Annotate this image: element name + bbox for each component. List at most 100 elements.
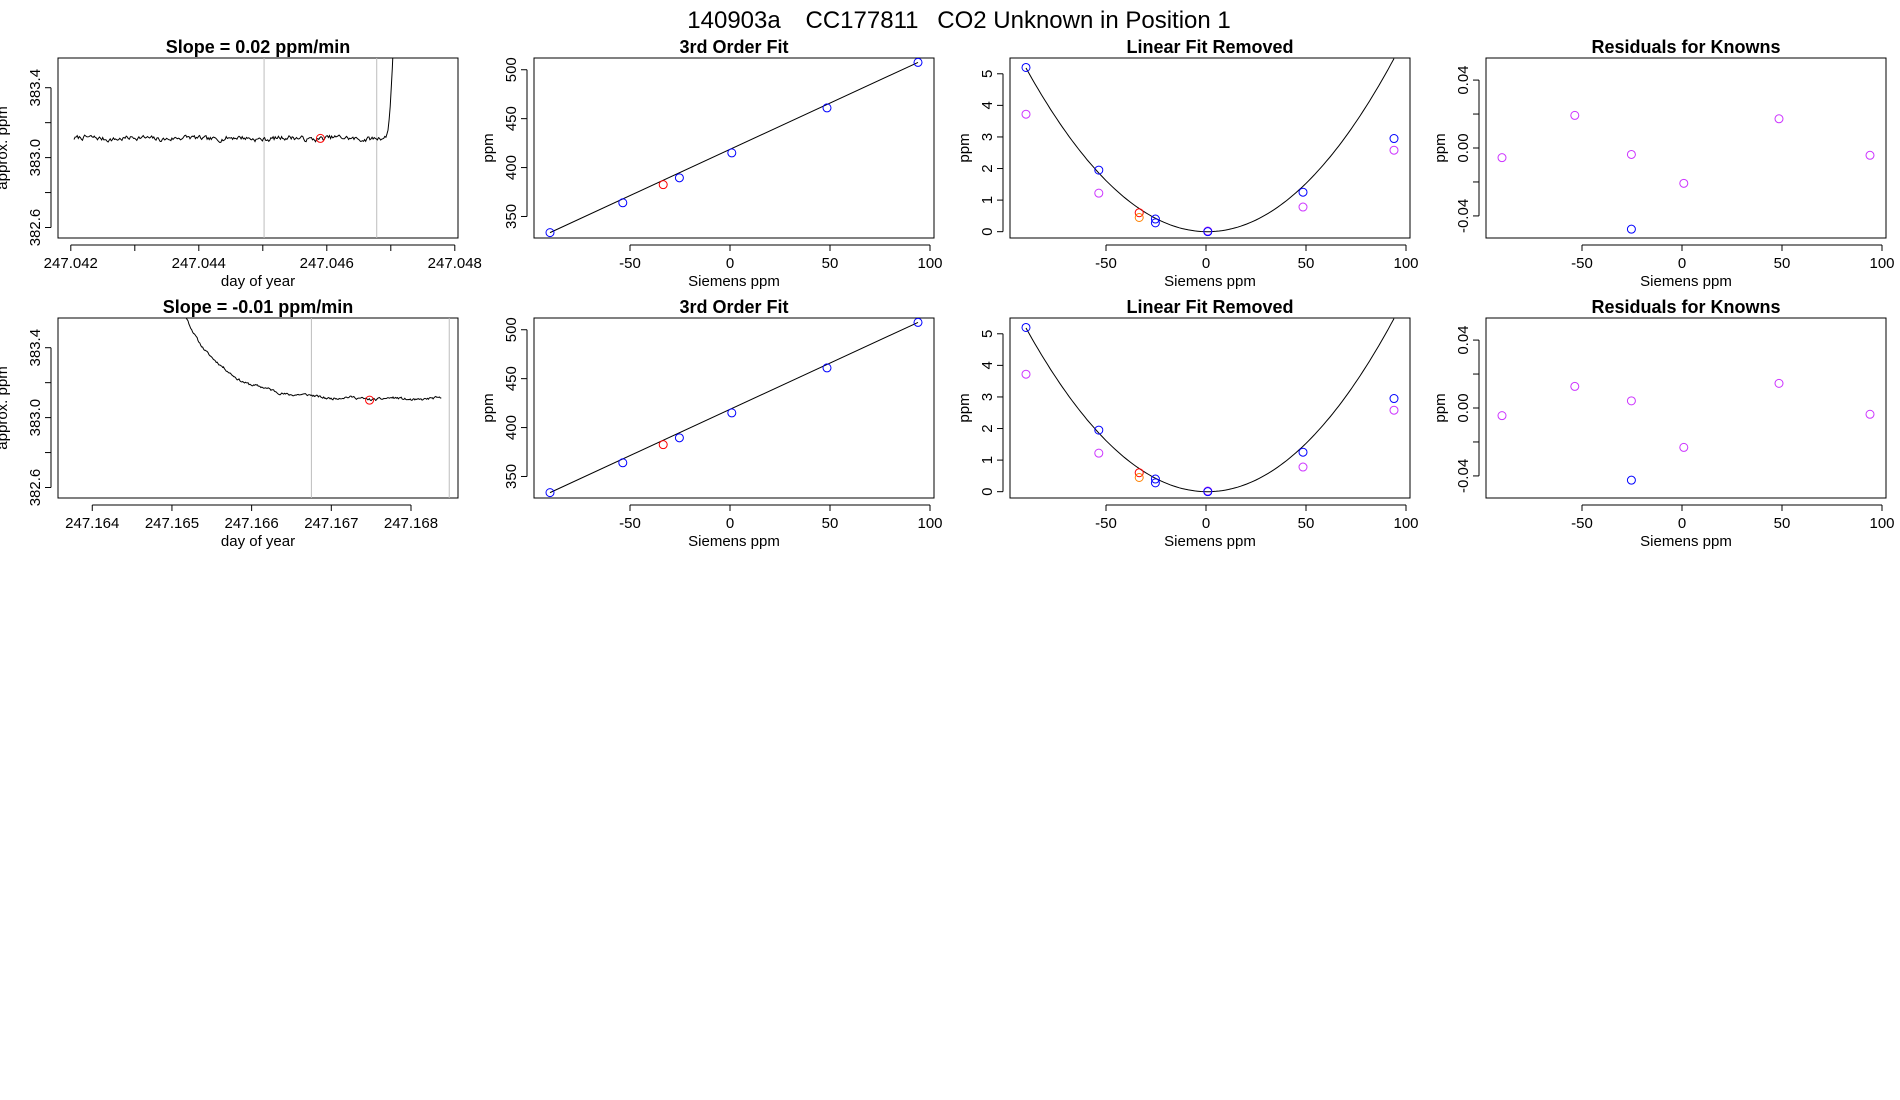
y-tick-label: 350 — [503, 204, 520, 229]
chart-title: Residuals for Knowns — [1591, 297, 1780, 317]
x-axis-label: Siemens ppm — [1164, 273, 1256, 290]
known-standard-point — [913, 318, 923, 327]
x-tick-label: -50 — [1571, 515, 1593, 532]
y-tick-label: 400 — [503, 415, 520, 440]
chart-title: 3rd Order Fit — [679, 297, 788, 317]
residual-point — [1497, 153, 1507, 163]
x-tick-label: 247.168 — [384, 515, 438, 532]
residual-point — [1679, 442, 1689, 452]
y-tick-label: 3 — [979, 393, 996, 401]
plot-frame — [1009, 57, 1411, 239]
known-standard-point — [727, 408, 737, 418]
chart-svg: Slope = 0.02 ppm/min 247.042 247.044 247.04… — [0, 37, 482, 290]
y-tick-label: 5 — [979, 70, 996, 78]
panel-residuals-row2: Residuals for Knowns -50 0 50 100 Siemens ppm… — [1428, 294, 1900, 554]
y-tick-label: 5 — [979, 330, 996, 338]
panel-drift-row2: Slope = -0.01 ppm/min 247.164 247.165 247.1… — [0, 294, 476, 554]
known-standard-point — [1203, 487, 1213, 497]
x-tick-label: 100 — [1869, 515, 1894, 532]
x-axis-label: Siemens ppm — [1640, 273, 1732, 290]
known-standard-point — [1626, 224, 1636, 234]
y-axis: 350 400 450 500 — [503, 317, 528, 489]
chart-svg: 3rd Order Fit -50 0 50 100 Siemens ppm 350 400 4… — [480, 37, 943, 290]
x-tick-label: 247.164 — [65, 515, 119, 532]
panel-linear-fit-removed-row1: Linear Fit Removed -50 0 50 100 Siemens ppm 0 1… — [952, 34, 1428, 294]
chart-title: Slope = 0.02 ppm/min — [166, 37, 351, 57]
chart-title: Residuals for Knowns — [1591, 37, 1780, 57]
chart-svg: Residuals for Knowns -50 0 50 100 Siemens ppm… — [1432, 37, 1895, 290]
y-tick-label: 4 — [979, 101, 996, 109]
y-tick-label: 0.00 — [1455, 133, 1472, 162]
x-axis-label: Siemens ppm — [1164, 533, 1256, 550]
x-tick-label: 100 — [1869, 255, 1894, 272]
x-tick-label: 50 — [1774, 515, 1791, 532]
y-axis-label: ppm — [1432, 393, 1449, 422]
x-tick-label: 247.046 — [300, 255, 354, 272]
unknown-point — [1134, 472, 1144, 482]
x-tick-label: 100 — [1393, 255, 1418, 272]
y-axis: -0.04 0.00 0.04 — [1455, 325, 1480, 493]
known-standard-point — [1094, 165, 1104, 175]
x-tick-label: -50 — [619, 515, 641, 532]
cylinder-id: CC177811 — [806, 7, 919, 32]
plot-frame — [57, 57, 459, 239]
x-tick-label: 0 — [726, 255, 734, 272]
x-tick-label: 100 — [917, 515, 942, 532]
plot-area — [1497, 378, 1875, 485]
residual-point — [1626, 149, 1636, 159]
residual-point — [1865, 150, 1875, 160]
y-tick-label: 450 — [503, 106, 520, 131]
chart-title: 3rd Order Fit — [679, 37, 788, 57]
chart-svg: Residuals for Knowns -50 0 50 100 Siemens ppm… — [1432, 297, 1895, 550]
y-axis: 0 1 2 3 4 5 — [979, 70, 1004, 236]
y-tick-label: -0.04 — [1455, 199, 1472, 233]
plot-frame — [1009, 317, 1411, 499]
x-axis-label: Siemens ppm — [688, 273, 780, 290]
y-tick-label: 400 — [503, 155, 520, 180]
unknown-point — [1134, 468, 1144, 478]
y-tick-label: 500 — [503, 317, 520, 342]
residual-point — [1865, 409, 1875, 419]
x-axis-label: day of year — [221, 273, 295, 290]
residual-point — [1389, 145, 1399, 155]
known-standard-point — [618, 458, 628, 468]
chart-svg: 3rd Order Fit -50 0 50 100 Siemens ppm 350 400 4… — [480, 297, 943, 550]
y-axis-label: ppm — [480, 133, 497, 162]
residual-point — [1774, 378, 1784, 388]
y-tick-label: 0.04 — [1455, 325, 1472, 354]
plot-frame — [57, 317, 459, 499]
x-tick-label: 0 — [1678, 515, 1686, 532]
y-tick-label: 500 — [503, 57, 520, 82]
known-standard-point — [1150, 478, 1160, 488]
x-tick-label: 247.167 — [304, 515, 358, 532]
known-standard-point — [1150, 214, 1160, 224]
unknown-point — [658, 440, 668, 450]
known-standard-point — [1094, 425, 1104, 435]
y-axis-label: ppm — [956, 133, 973, 162]
residual-point — [1021, 369, 1031, 379]
x-tick-label: 50 — [1774, 255, 1791, 272]
x-axis-label: Siemens ppm — [1640, 533, 1732, 550]
x-tick-label: 247.165 — [145, 515, 199, 532]
known-standard-point — [1298, 447, 1308, 457]
panel-third-order-fit-row1: 3rd Order Fit -50 0 50 100 Siemens ppm 350 400 4… — [476, 34, 952, 294]
residual-point — [1497, 411, 1507, 421]
residual-point — [1626, 396, 1636, 406]
known-standard-point — [913, 58, 923, 67]
known-standard-point — [727, 148, 737, 158]
y-axis-label: ppm — [956, 393, 973, 422]
known-standard-point — [1203, 227, 1213, 237]
panel-drift-row1: Slope = 0.02 ppm/min 247.042 247.044 247.04… — [0, 34, 482, 294]
y-tick-label: 382.6 — [27, 469, 44, 507]
x-axis: 247.042 247.044 247.046 247.048 — [44, 244, 482, 272]
y-axis: 0 1 2 3 4 5 — [979, 330, 1004, 496]
y-axis: -0.04 0.00 0.04 — [1455, 65, 1480, 233]
y-tick-label: 0.04 — [1455, 65, 1472, 94]
x-tick-label: 50 — [1298, 515, 1315, 532]
plot-area — [1021, 318, 1399, 497]
known-standard-point — [1389, 394, 1399, 404]
y-tick-label: 350 — [503, 464, 520, 489]
x-tick-label: 100 — [1393, 515, 1418, 532]
fit-line — [549, 61, 919, 234]
